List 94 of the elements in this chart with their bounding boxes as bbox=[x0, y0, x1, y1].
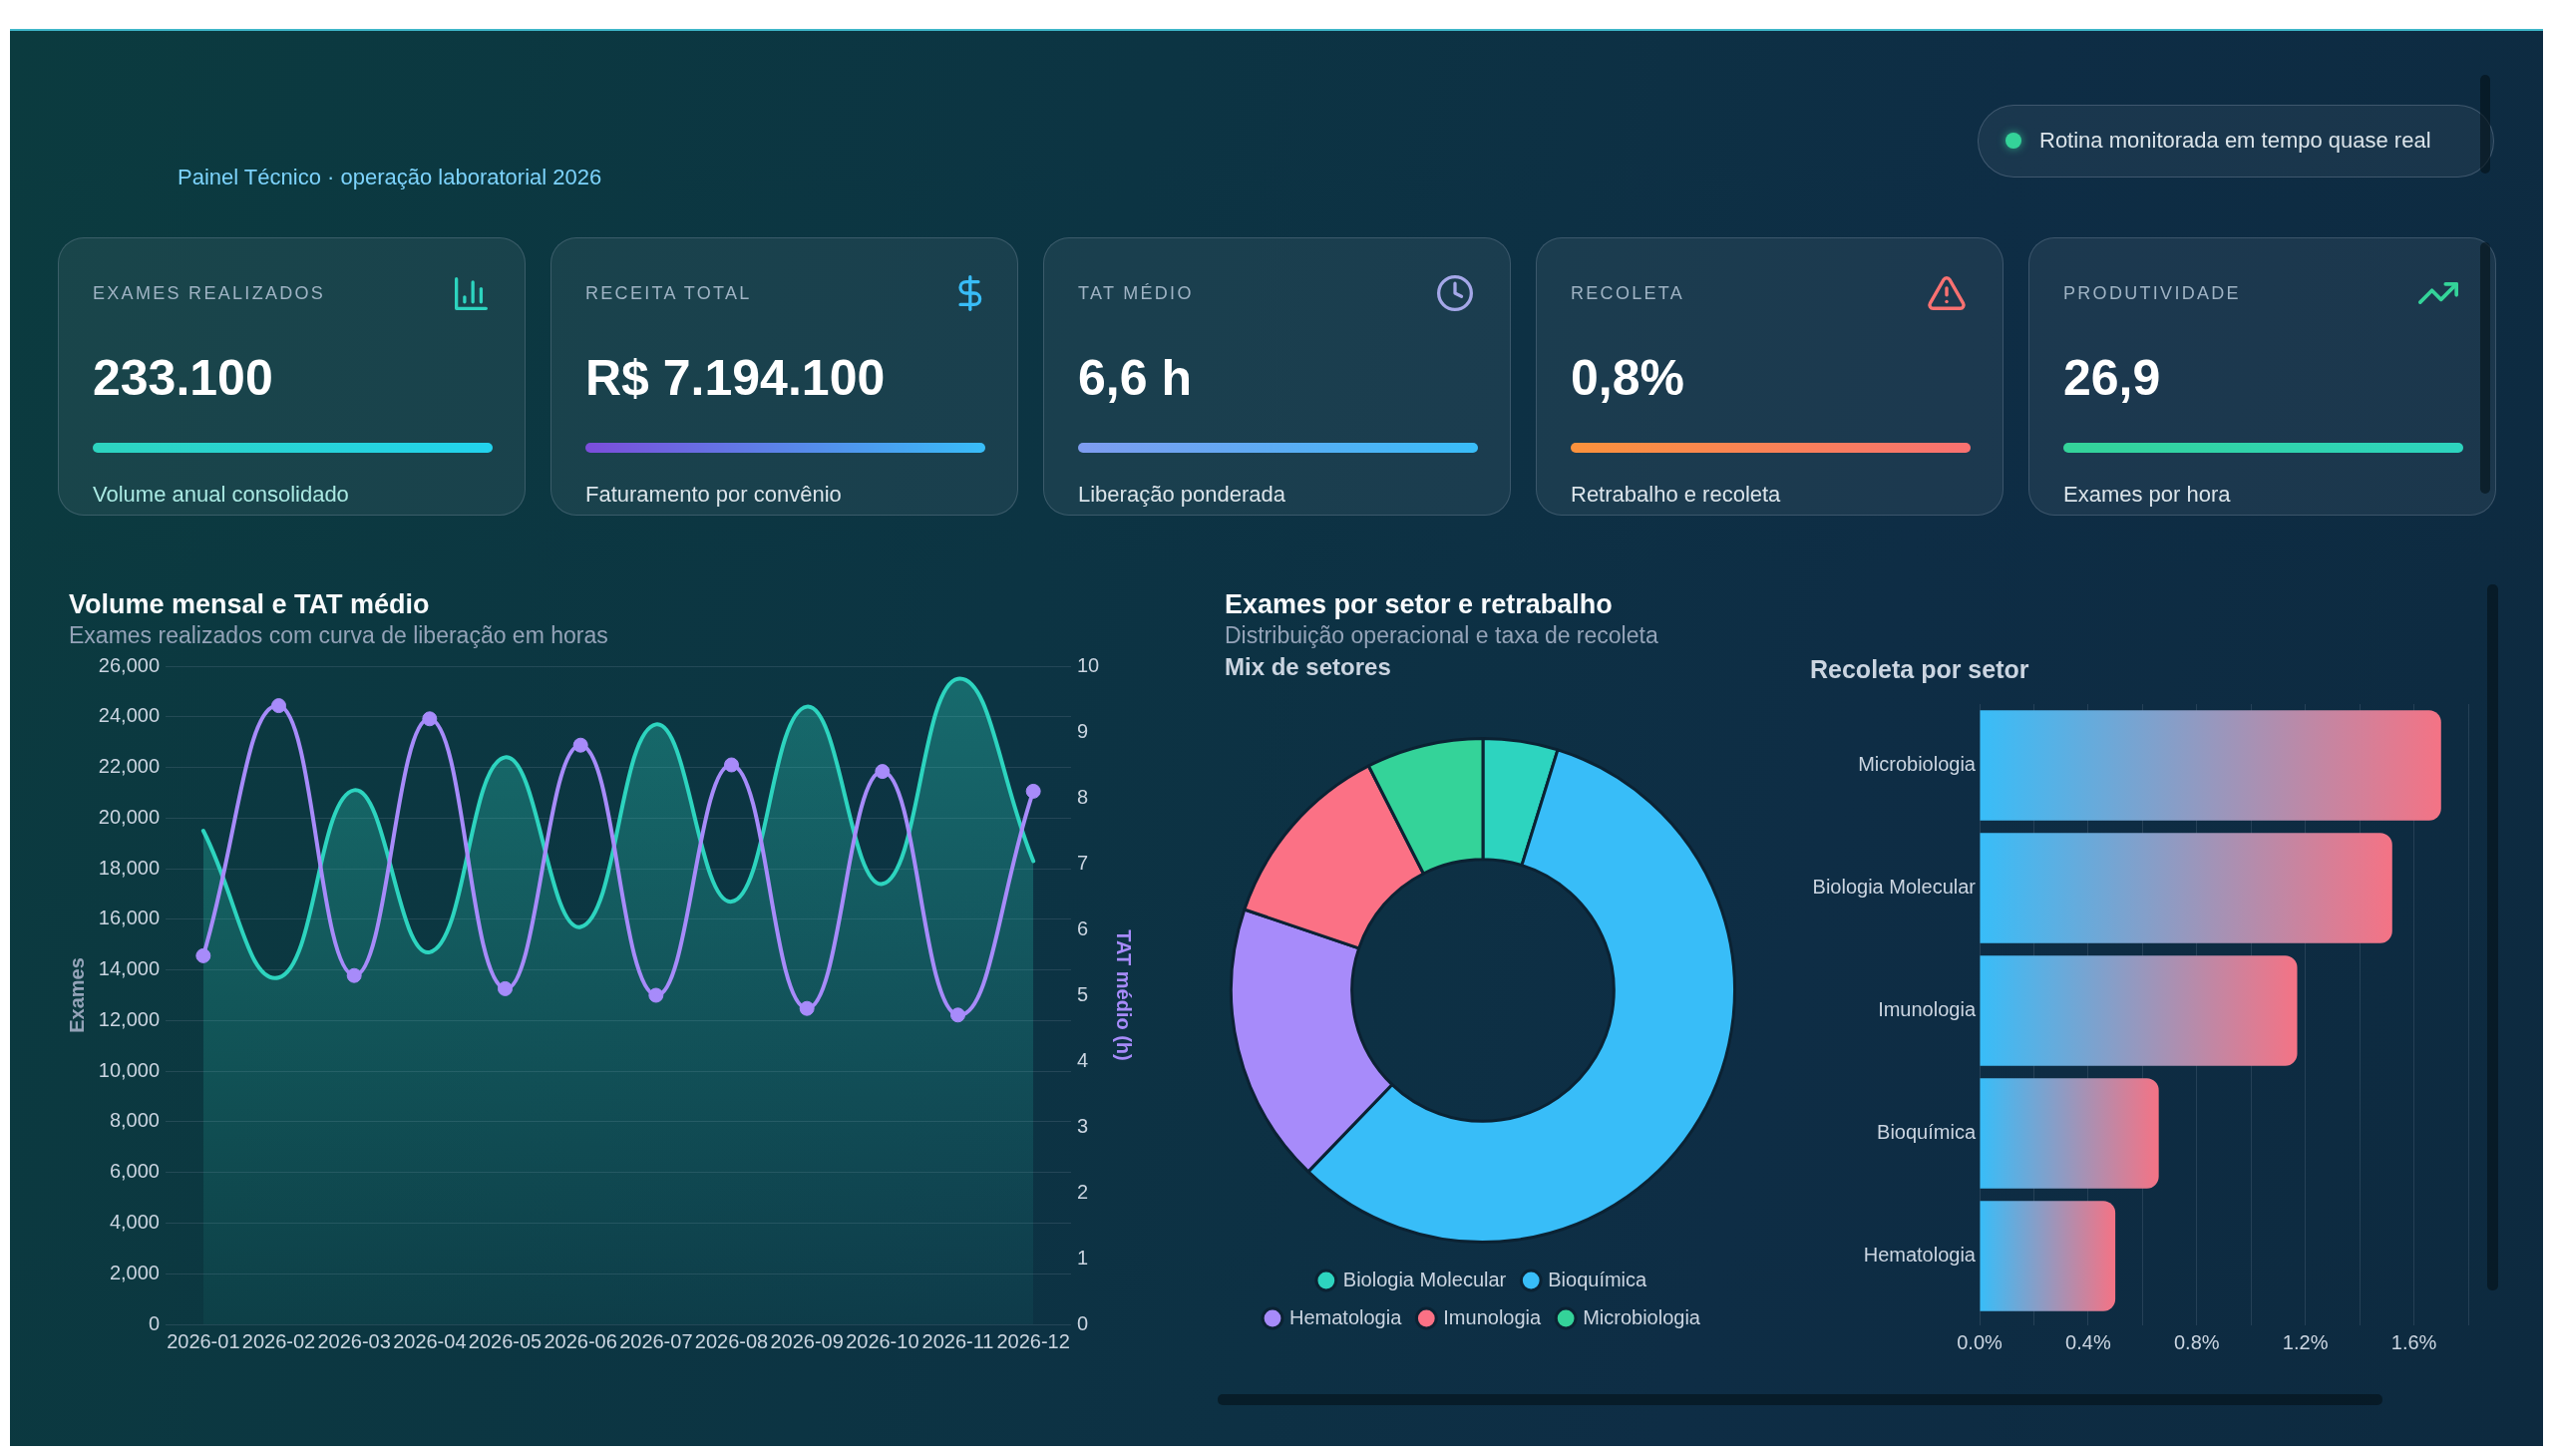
y2-axis-title: TAT médio (h) bbox=[1113, 929, 1136, 1061]
point bbox=[346, 967, 362, 983]
y-tick-label: Bioquímica bbox=[1877, 1121, 1977, 1144]
point bbox=[648, 987, 664, 1003]
text: 233.100 bbox=[93, 350, 273, 406]
text: Distribuição operacional e taxa de recoleta bbox=[1225, 622, 1658, 649]
text: Faturamento por convênio bbox=[585, 482, 842, 508]
x-tick-label: 0.0% bbox=[1957, 1330, 2004, 1353]
x-tick-label: 1.6% bbox=[2390, 1330, 2437, 1353]
point bbox=[724, 757, 739, 773]
y-tick-label: 16,000 bbox=[98, 907, 160, 929]
y-tick-label: Imunologia bbox=[1878, 998, 1977, 1021]
y2-tick-label: 0 bbox=[1077, 1311, 1089, 1334]
bar bbox=[1980, 710, 2441, 821]
y-tick-label: 22,000 bbox=[98, 755, 160, 778]
y2-tick-label: 9 bbox=[1077, 719, 1089, 742]
text: RECOLETA bbox=[1571, 282, 1685, 304]
text: Painel Técnico · operação laboratorial 2026 bbox=[178, 165, 602, 190]
y-tick-label: 14,000 bbox=[98, 957, 160, 980]
text: EXAMES REALIZADOS bbox=[93, 282, 326, 304]
text: TAT MÉDIO bbox=[1078, 282, 1194, 304]
y-tick-label: Microbiologia bbox=[1858, 753, 1977, 776]
text: Retrabalho e recoleta bbox=[1571, 482, 1781, 508]
text: 6,6 h bbox=[1078, 350, 1192, 406]
text: PRODUTIVIDADE bbox=[2063, 282, 2241, 304]
x-tick-label: 2026-12 bbox=[996, 1329, 1070, 1352]
y-tick-label: 8,000 bbox=[109, 1109, 160, 1132]
point bbox=[271, 698, 286, 714]
y2-tick-label: 1 bbox=[1077, 1246, 1089, 1269]
x-tick-label: 2026-07 bbox=[619, 1329, 693, 1352]
text: 0,8% bbox=[1571, 350, 1684, 406]
y-tick-label: 0 bbox=[148, 1311, 160, 1334]
bar bbox=[1980, 1201, 2116, 1311]
bar bbox=[1980, 1078, 2159, 1189]
text: Exames por setor e retrabalho bbox=[1225, 589, 1613, 620]
y-tick-label: 10,000 bbox=[98, 1058, 160, 1081]
x-tick-label: 2026-01 bbox=[167, 1329, 240, 1352]
y-tick-label: 18,000 bbox=[98, 856, 160, 879]
y2-tick-label: 8 bbox=[1077, 785, 1089, 808]
y-tick-label: 6,000 bbox=[109, 1160, 160, 1183]
y-axis-title: Exames bbox=[65, 957, 88, 1033]
x-tick-label: 2026-05 bbox=[468, 1329, 543, 1352]
point bbox=[572, 737, 588, 753]
y-tick-label: Hematologia bbox=[1863, 1244, 1977, 1267]
point bbox=[799, 1000, 815, 1016]
y-tick-label: 2,000 bbox=[109, 1261, 160, 1283]
y-tick-label: 24,000 bbox=[98, 704, 160, 727]
x-tick-label: 2026-04 bbox=[393, 1329, 467, 1352]
y2-tick-label: 7 bbox=[1077, 851, 1089, 874]
legend-label: Hematologia bbox=[1289, 1305, 1403, 1328]
point bbox=[498, 980, 513, 996]
x-tick-label: 0.8% bbox=[2173, 1330, 2220, 1353]
y-tick-label: 12,000 bbox=[98, 1007, 160, 1030]
point bbox=[195, 947, 211, 963]
bar bbox=[1980, 955, 2298, 1066]
y-tick-label: 26,000 bbox=[98, 653, 160, 676]
x-tick-label: 2026-02 bbox=[241, 1329, 316, 1352]
text: 26,9 bbox=[2063, 350, 2161, 406]
y2-tick-label: 4 bbox=[1077, 1048, 1089, 1071]
y-tick-label: 20,000 bbox=[98, 805, 160, 828]
point bbox=[1025, 783, 1041, 799]
x-tick-label: 2026-03 bbox=[317, 1329, 391, 1352]
x-tick-label: 0.4% bbox=[2065, 1330, 2111, 1353]
x-tick-label: 1.2% bbox=[2282, 1330, 2329, 1353]
legend-label: Biologia Molecular bbox=[1342, 1268, 1507, 1290]
x-tick-label: 2026-11 bbox=[921, 1329, 994, 1352]
chart-title: Recoleta por setor bbox=[1810, 655, 2029, 684]
chart-title: Volume mensal e TAT médio bbox=[69, 589, 430, 620]
bar bbox=[1980, 833, 2392, 943]
legend-label: Bioquímica bbox=[1548, 1268, 1648, 1290]
y2-tick-label: 5 bbox=[1077, 982, 1089, 1005]
text: Liberação ponderada bbox=[1078, 482, 1285, 508]
y2-tick-label: 3 bbox=[1077, 1114, 1089, 1137]
legend-label: Imunologia bbox=[1443, 1305, 1543, 1328]
chart-subtitle: Exames realizados com curva de liberação em horas bbox=[69, 622, 608, 649]
point bbox=[875, 764, 891, 780]
text: Exames por hora bbox=[2063, 482, 2231, 508]
y-tick-label: 4,000 bbox=[109, 1210, 160, 1233]
text: Volume anual consolidado bbox=[93, 482, 349, 508]
x-tick-label: 2026-06 bbox=[544, 1329, 617, 1352]
y2-tick-label: 2 bbox=[1077, 1180, 1089, 1203]
x-tick-label: 2026-08 bbox=[694, 1329, 769, 1352]
x-tick-label: 2026-09 bbox=[770, 1329, 844, 1352]
text: Rotina monitorada em tempo quase real bbox=[2039, 128, 2431, 154]
y2-tick-label: 6 bbox=[1077, 916, 1089, 939]
point bbox=[950, 1007, 965, 1023]
y2-tick-label: 10 bbox=[1077, 653, 1100, 676]
x-tick-label: 2026-10 bbox=[846, 1329, 919, 1352]
chart-title: Mix de setores bbox=[1225, 653, 1391, 681]
text: RECEITA TOTAL bbox=[585, 282, 752, 304]
point bbox=[422, 711, 438, 727]
text: R$ 7.194.100 bbox=[585, 350, 886, 406]
legend-label: Microbiologia bbox=[1583, 1305, 1701, 1328]
y-tick-label: Biologia Molecular bbox=[1812, 876, 1977, 899]
